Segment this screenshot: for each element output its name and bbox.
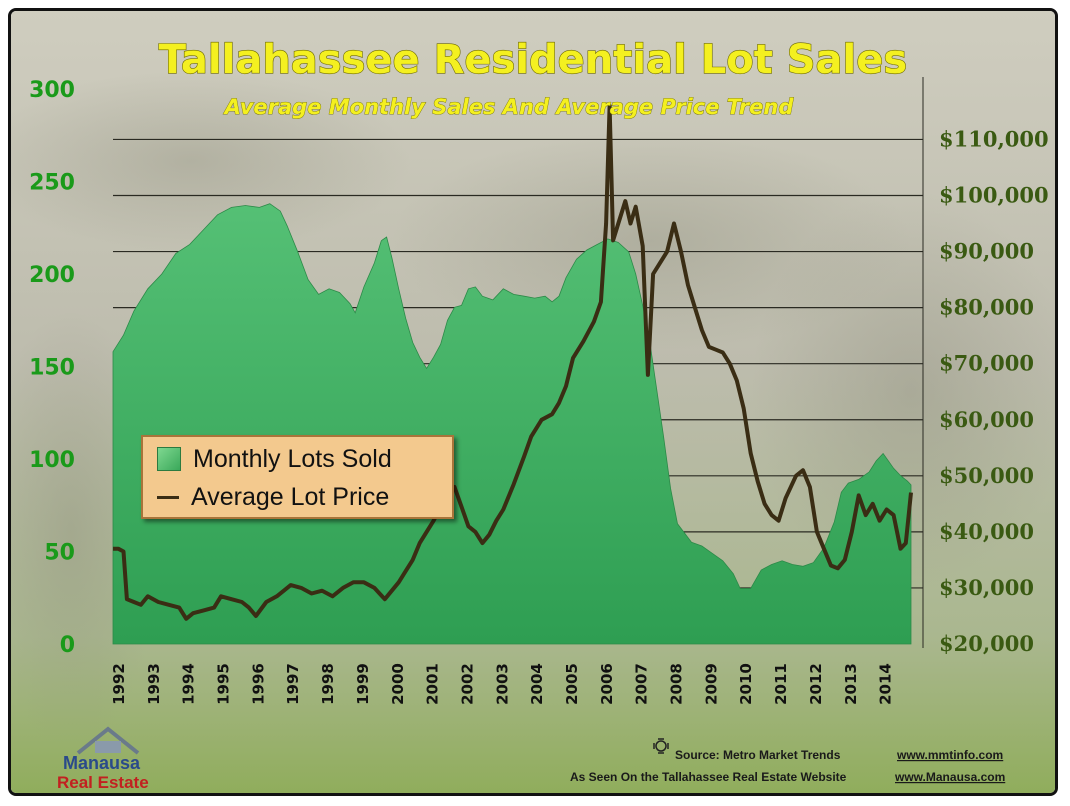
- x-tick-label: 1996: [249, 663, 267, 705]
- y-tick-left-label: 200: [29, 263, 75, 288]
- x-tick-label: 1994: [180, 663, 198, 705]
- x-tick-label: 2010: [737, 663, 755, 705]
- chart-title: Tallahassee Residential Lot Sales: [159, 37, 907, 83]
- legend-label-price: Average Lot Price: [191, 482, 390, 511]
- x-tick-label: 2007: [633, 663, 651, 705]
- y-tick-left-label: 50: [44, 541, 75, 566]
- monthly-lots-sold-area: [112, 203, 912, 645]
- y-tick-left-label: 150: [29, 356, 75, 381]
- legend-swatch-price: [157, 495, 179, 499]
- source-label: Source: Metro Market Trends: [675, 748, 841, 762]
- y-tick-left-label: 0: [60, 633, 75, 658]
- y-axis-right-ticks: $20,000 $30,000 $40,000 $50,000 $60,000 $70,0…: [939, 126, 1049, 656]
- y-tick-left-label: 300: [29, 78, 75, 103]
- logo-text-manausa: Manausa: [63, 753, 141, 773]
- x-tick-label: 2011: [772, 663, 790, 705]
- x-tick-label: 1999: [354, 663, 372, 705]
- y-tick-right-label: $90,000: [939, 239, 1034, 264]
- logo-text-real-estate: Real Estate: [57, 773, 149, 792]
- chart-legend: Monthly Lots Sold Average Lot Price: [141, 435, 454, 519]
- x-tick-label: 1992: [110, 663, 128, 705]
- seen-on-label: As Seen On the Tallahassee Real Estate W…: [570, 770, 847, 784]
- x-tick-label: 2008: [668, 663, 686, 705]
- y-tick-right-label: $40,000: [939, 519, 1034, 544]
- x-tick-label: 2003: [493, 663, 511, 705]
- x-tick-label: 1993: [145, 663, 163, 705]
- x-tick-label: 2001: [424, 663, 442, 705]
- y-tick-left-label: 250: [29, 171, 75, 196]
- house-icon: [76, 726, 140, 755]
- source-url-link[interactable]: www.mmtinfo.com: [896, 748, 1003, 762]
- x-tick-label: 2006: [598, 663, 616, 705]
- y-tick-right-label: $100,000: [939, 183, 1049, 208]
- x-tick-label: 2002: [458, 663, 476, 705]
- legend-item-sales: Monthly Lots Sold: [157, 441, 392, 477]
- y-tick-right-label: $110,000: [939, 126, 1049, 151]
- legend-label-sales: Monthly Lots Sold: [193, 444, 392, 473]
- x-tick-label: 2000: [389, 663, 407, 705]
- x-axis-ticks: 1992 1993 1994 1995 1996 1997 1998 1999 2000 2001…: [110, 663, 895, 705]
- legend-item-price: Average Lot Price: [157, 479, 389, 515]
- y-tick-right-label: $70,000: [939, 351, 1034, 376]
- source-icon: [653, 738, 669, 754]
- x-tick-label: 2004: [528, 663, 546, 705]
- x-tick-label: 2009: [702, 663, 720, 705]
- x-tick-label: 1997: [284, 663, 302, 705]
- y-tick-right-label: $30,000: [939, 575, 1034, 600]
- chart-frame: 0 50 100 150 200 250 300 $20,000 $30,000 $40,000…: [8, 8, 1058, 796]
- y-tick-right-label: $80,000: [939, 295, 1034, 320]
- y-axis-left-ticks: 0 50 100 150 200 250 300: [29, 78, 75, 658]
- chart-canvas: 0 50 100 150 200 250 300 $20,000 $30,000 $40,000…: [11, 11, 1055, 793]
- y-tick-right-label: $60,000: [939, 407, 1034, 432]
- y-tick-left-label: 100: [29, 448, 75, 473]
- chart-subtitle: Average Monthly Sales And Average Price …: [223, 95, 795, 119]
- x-tick-label: 2013: [842, 663, 860, 705]
- x-tick-label: 2014: [877, 663, 895, 705]
- y-tick-right-label: $20,000: [939, 631, 1034, 656]
- y-tick-right-label: $50,000: [939, 463, 1034, 488]
- x-tick-label: 2005: [563, 663, 581, 705]
- x-tick-label: 1995: [215, 663, 233, 705]
- seen-on-url-link[interactable]: www.Manausa.com: [894, 770, 1005, 784]
- average-lot-price-line: [113, 103, 913, 621]
- manausa-logo: Manausa Real Estate: [53, 725, 163, 793]
- x-tick-label: 1998: [319, 663, 337, 705]
- legend-swatch-sales: [157, 447, 181, 471]
- x-tick-label: 2012: [807, 663, 825, 705]
